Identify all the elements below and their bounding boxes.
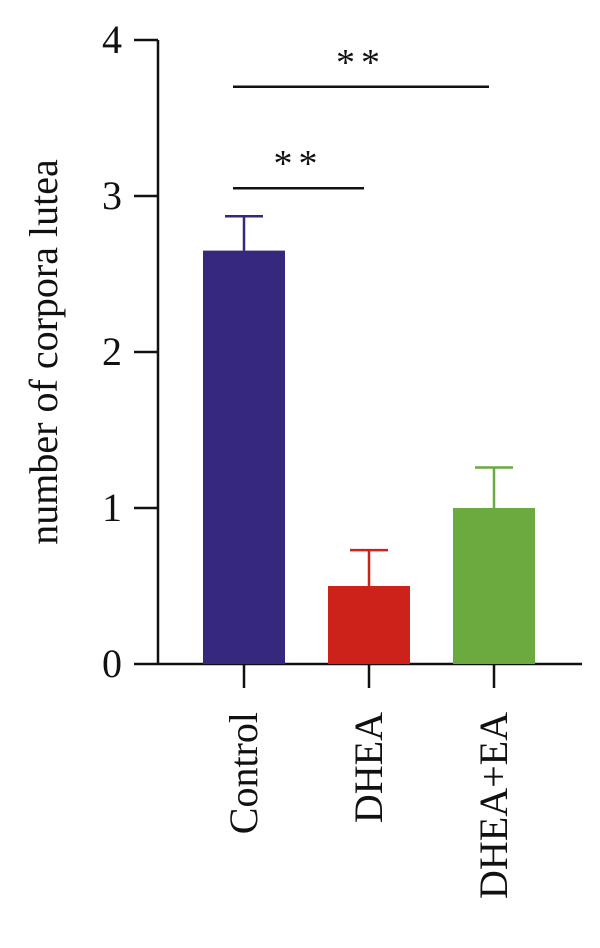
y-tick-label: 0: [102, 641, 122, 686]
significance-label: **: [336, 42, 386, 84]
significance-brackets: ** **: [233, 42, 489, 190]
y-tick-label: 4: [102, 17, 122, 62]
bar-dhea: [328, 586, 410, 664]
y-axis-title: number of corpora lutea: [21, 159, 66, 545]
y-tick-label: 3: [102, 173, 122, 218]
y-tick-label: 2: [102, 329, 122, 374]
x-tick-label: Control: [221, 712, 266, 834]
x-axis-ticks: Control DHEA DHEA+EA: [221, 664, 516, 899]
x-tick-label: DHEA+EA: [471, 712, 516, 899]
bar-dhea-ea: [453, 508, 535, 664]
x-tick-label: DHEA: [346, 712, 391, 823]
bars: [203, 250, 535, 664]
y-tick-label: 1: [102, 485, 122, 530]
error-bars: [225, 215, 513, 586]
significance-label: **: [274, 143, 324, 185]
bar-control: [203, 250, 285, 664]
y-axis-ticks: 0 1 2 3 4: [102, 17, 158, 686]
